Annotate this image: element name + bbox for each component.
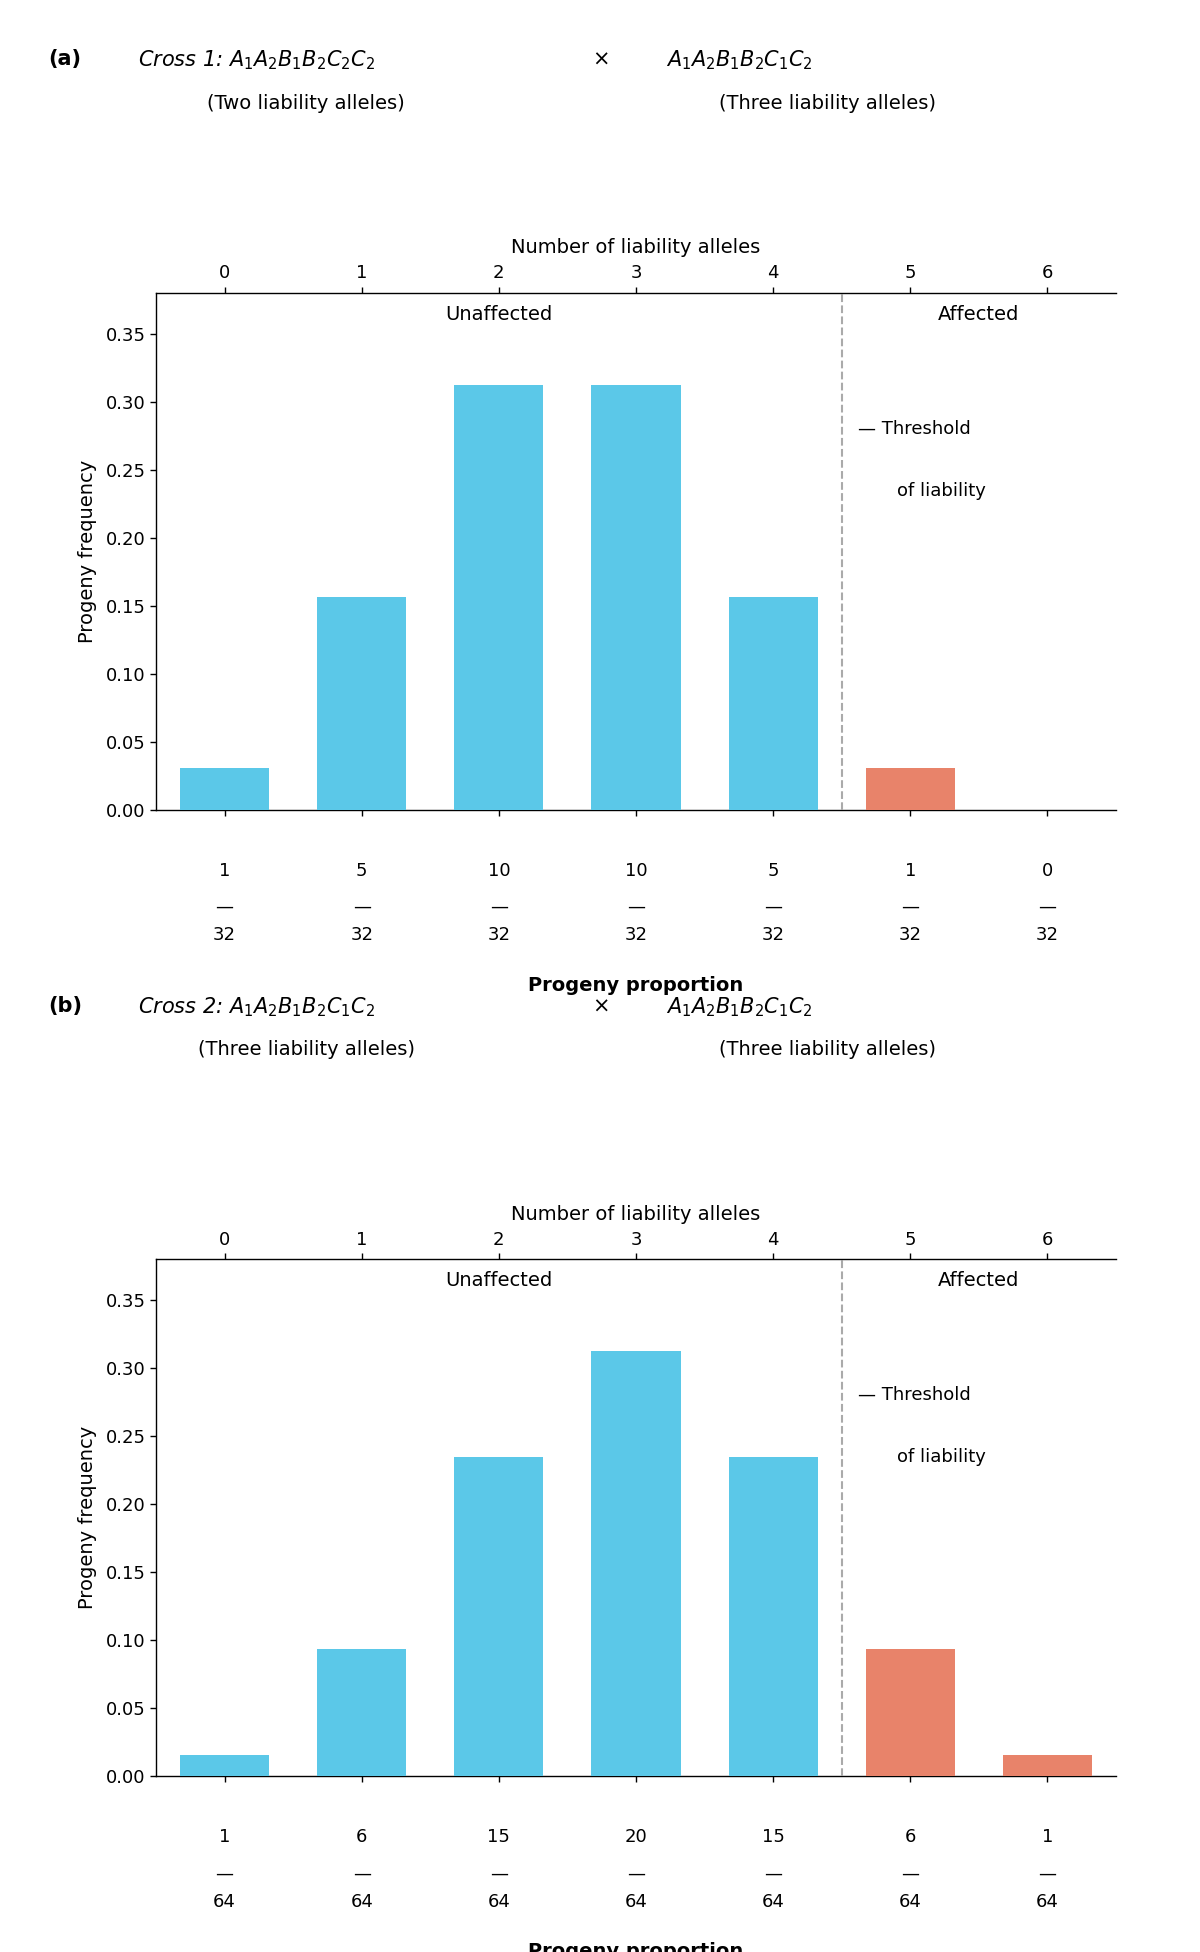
Text: 32: 32: [214, 927, 236, 945]
Text: 64: 64: [350, 1893, 373, 1911]
Text: —: —: [628, 898, 646, 915]
Text: —: —: [764, 1864, 782, 1882]
Text: 15: 15: [487, 1827, 510, 1847]
Bar: [865, 767, 955, 810]
Bar: [1003, 1755, 1092, 1776]
Bar: [728, 1458, 817, 1776]
Text: 20: 20: [625, 1827, 647, 1847]
Text: 64: 64: [1036, 1893, 1058, 1911]
Text: 1: 1: [218, 1827, 230, 1847]
Y-axis label: Progeny frequency: Progeny frequency: [78, 1427, 97, 1608]
Text: —: —: [901, 1864, 919, 1882]
Bar: [865, 1649, 955, 1776]
Text: 32: 32: [350, 927, 373, 945]
Text: Unaffected: Unaffected: [445, 305, 552, 324]
Bar: [180, 767, 269, 810]
Text: Unaffected: Unaffected: [445, 1271, 552, 1290]
Bar: [180, 1755, 269, 1776]
Bar: [455, 1458, 544, 1776]
Text: 5: 5: [356, 863, 367, 880]
X-axis label: Number of liability alleles: Number of liability alleles: [511, 238, 761, 258]
Text: 64: 64: [624, 1893, 648, 1911]
Text: —: —: [490, 898, 508, 915]
Text: 1: 1: [218, 863, 230, 880]
Text: —: —: [490, 1864, 508, 1882]
Bar: [592, 1351, 680, 1776]
Text: 6: 6: [356, 1827, 367, 1847]
Text: (Three liability alleles): (Three liability alleles): [720, 1040, 936, 1060]
Text: 64: 64: [762, 1893, 785, 1911]
Text: of liability: of liability: [896, 1448, 985, 1466]
Text: 1: 1: [905, 863, 916, 880]
Text: —: —: [353, 898, 371, 915]
Text: 64: 64: [899, 1893, 922, 1911]
Text: 32: 32: [1036, 927, 1058, 945]
Bar: [455, 385, 544, 810]
Bar: [592, 385, 680, 810]
Text: $\mathit{A_1A_2B_1B_2C_1C_2}$: $\mathit{A_1A_2B_1B_2C_1C_2}$: [666, 49, 812, 72]
Text: 15: 15: [762, 1827, 785, 1847]
Text: of liability: of liability: [896, 482, 985, 500]
Text: — Threshold: — Threshold: [858, 420, 971, 437]
Text: $\mathit{A_1A_2B_1B_2C_1C_2}$: $\mathit{A_1A_2B_1B_2C_1C_2}$: [666, 996, 812, 1019]
Bar: [317, 1649, 407, 1776]
Text: —: —: [628, 1864, 646, 1882]
Text: 64: 64: [487, 1893, 510, 1911]
Text: —: —: [353, 1864, 371, 1882]
Text: Progeny proportion: Progeny proportion: [528, 1942, 744, 1952]
Text: 6: 6: [905, 1827, 916, 1847]
Text: 1: 1: [1042, 1827, 1054, 1847]
Text: 32: 32: [762, 927, 785, 945]
Text: $\times$: $\times$: [592, 996, 608, 1015]
Text: —: —: [1038, 898, 1056, 915]
Text: — Threshold: — Threshold: [858, 1386, 971, 1403]
Text: Progeny proportion: Progeny proportion: [528, 976, 744, 996]
Text: —: —: [1038, 1864, 1056, 1882]
Text: —: —: [216, 1864, 234, 1882]
Text: 10: 10: [487, 863, 510, 880]
Text: (Three liability alleles): (Three liability alleles): [198, 1040, 414, 1060]
Text: (a): (a): [48, 49, 82, 68]
Text: (Three liability alleles): (Three liability alleles): [720, 94, 936, 113]
Text: 32: 32: [899, 927, 922, 945]
Text: Cross 1: $\mathit{A_1A_2B_1B_2C_2C_2}$: Cross 1: $\mathit{A_1A_2B_1B_2C_2C_2}$: [138, 49, 374, 72]
Text: 5: 5: [767, 863, 779, 880]
Text: Cross 2: $\mathit{A_1A_2B_1B_2C_1C_2}$: Cross 2: $\mathit{A_1A_2B_1B_2C_1C_2}$: [138, 996, 374, 1019]
Text: —: —: [764, 898, 782, 915]
Bar: [317, 597, 407, 810]
Text: 10: 10: [625, 863, 647, 880]
Text: 32: 32: [624, 927, 648, 945]
Text: 32: 32: [487, 927, 510, 945]
Text: —: —: [216, 898, 234, 915]
Text: 0: 0: [1042, 863, 1054, 880]
Text: —: —: [901, 898, 919, 915]
Text: $\times$: $\times$: [592, 49, 608, 68]
Bar: [728, 597, 817, 810]
Text: Affected: Affected: [938, 305, 1020, 324]
Text: Affected: Affected: [938, 1271, 1020, 1290]
Text: 64: 64: [214, 1893, 236, 1911]
Text: (b): (b): [48, 996, 82, 1015]
Text: (Two liability alleles): (Two liability alleles): [208, 94, 404, 113]
X-axis label: Number of liability alleles: Number of liability alleles: [511, 1204, 761, 1224]
Y-axis label: Progeny frequency: Progeny frequency: [78, 461, 97, 642]
